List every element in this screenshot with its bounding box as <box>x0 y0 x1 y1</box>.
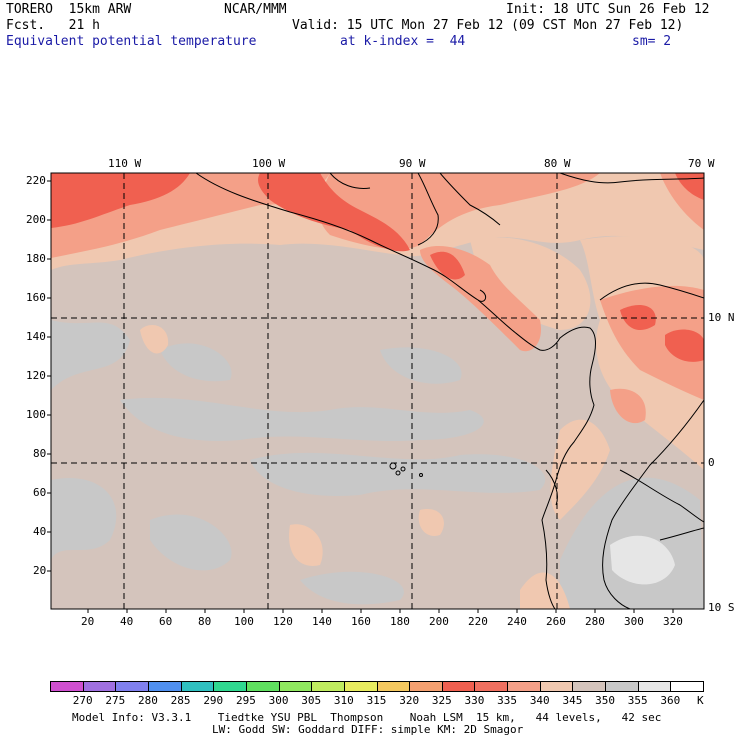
colorbar-swatch <box>441 681 476 692</box>
y-label: 140 <box>26 330 46 343</box>
colorbar-label: 290 <box>203 694 224 707</box>
x-label: 60 <box>159 615 173 628</box>
x-label: 300 <box>624 615 644 628</box>
colorbar-label: 335 <box>497 694 518 707</box>
colorbar-swatch <box>213 681 247 692</box>
theta-e-field <box>51 173 704 609</box>
colorbar-swatch <box>180 681 215 692</box>
x-label: 80 <box>198 615 212 628</box>
field-name: Equivalent potential temperature <box>6 34 257 49</box>
colorbar-label: 300 <box>268 694 289 707</box>
model-name: TORERO 15km ARW <box>6 2 132 17</box>
axis-ticks <box>47 180 674 613</box>
colorbar-label: 285 <box>170 694 191 707</box>
colorbar-swatch <box>409 681 443 692</box>
level-info: at k-index = 44 <box>340 34 466 49</box>
model-info-line1: Model Info: V3.3.1 Tiedtke YSU PBL Thomp… <box>72 711 662 724</box>
colorbar-label: 340 <box>529 694 550 707</box>
colorbar-label: 305 <box>301 694 322 707</box>
colorbar-label: 295 <box>235 694 256 707</box>
x-label: 40 <box>120 615 134 628</box>
x-label: 200 <box>429 615 449 628</box>
colorbar-swatch <box>670 681 704 692</box>
y-label: 40 <box>33 525 47 538</box>
map-frame <box>50 172 705 610</box>
colorbar-swatch <box>572 681 607 692</box>
lon-label-90w: 90 W <box>399 157 426 170</box>
colorbar-swatch <box>147 681 182 692</box>
colorbar-label: 315 <box>366 694 387 707</box>
colorbar-swatch <box>474 681 509 692</box>
lon-label-70w: 70 W <box>688 157 715 170</box>
lat-label-10n: 10 N <box>708 311 735 324</box>
y-label: 20 <box>33 564 47 577</box>
colorbar-label: 270 <box>72 694 93 707</box>
colorbar-swatch <box>245 681 280 692</box>
x-label: 240 <box>507 615 527 628</box>
x-label: 120 <box>273 615 293 628</box>
colorbar-swatch <box>605 681 639 692</box>
x-label: 180 <box>390 615 410 628</box>
x-label: 320 <box>663 615 683 628</box>
colorbar-label: 350 <box>595 694 615 707</box>
field-350-patches <box>51 320 704 609</box>
colorbar-swatch <box>507 681 541 692</box>
y-label: 180 <box>26 252 46 265</box>
colorbar-swatch <box>278 681 313 692</box>
field-355-patches <box>610 535 675 585</box>
y-label: 120 <box>26 369 46 382</box>
colorbar-swatch <box>311 681 345 692</box>
colorbar-swatch <box>343 681 378 692</box>
colorbar-unit: K <box>697 694 704 707</box>
y-label: 100 <box>26 408 46 421</box>
y-label: 200 <box>26 213 46 226</box>
colorbar-label: 280 <box>138 694 158 707</box>
colorbar-label: 310 <box>333 694 354 707</box>
colorbar-label: 325 <box>431 694 452 707</box>
forecast-hour: Fcst. 21 h <box>6 18 100 33</box>
colorbar-swatch <box>115 681 149 692</box>
colorbar-swatch <box>50 681 84 692</box>
lat-lon-grid <box>51 173 704 609</box>
x-label: 100 <box>234 615 254 628</box>
colorbar-label: 275 <box>105 694 126 707</box>
x-label: 140 <box>312 615 332 628</box>
colorbar-label: 360 <box>660 694 681 707</box>
coastlines <box>195 173 704 609</box>
y-label: 160 <box>26 291 46 304</box>
lat-label-10s: 10 S <box>708 601 735 614</box>
center-name: NCAR/MMM <box>224 2 287 17</box>
colorbar-swatch <box>376 681 411 692</box>
colorbar-label: 330 <box>464 694 485 707</box>
colorbar-label: 345 <box>562 694 583 707</box>
lon-label-80w: 80 W <box>544 157 571 170</box>
x-label: 160 <box>351 615 371 628</box>
lon-label-100w: 100 W <box>252 157 286 170</box>
y-label: 60 <box>33 486 47 499</box>
init-time: Init: 18 UTC Sun 26 Feb 12 <box>506 2 710 17</box>
y-label: 80 <box>33 447 47 460</box>
colorbar-swatch <box>637 681 672 692</box>
y-label: 220 <box>26 174 46 187</box>
smoothing-info: sm= 2 <box>632 34 672 49</box>
field-330-patches <box>51 173 704 362</box>
colorbar-label: 320 <box>399 694 420 707</box>
model-info-line2: LW: Godd SW: Goddard DIFF: simple KM: 2D… <box>212 723 524 736</box>
x-label: 280 <box>585 615 605 628</box>
lat-label-0: 0 <box>708 456 715 469</box>
colorbar-label: 355 <box>627 694 648 707</box>
lon-label-110w: 110 W <box>108 157 142 170</box>
colorbar-swatch <box>82 681 117 692</box>
x-label: 220 <box>468 615 488 628</box>
colorbar-swatch <box>539 681 574 692</box>
valid-time: Valid: 15 UTC Mon 27 Feb 12 (09 CST Mon … <box>292 18 684 33</box>
x-label: 20 <box>81 615 95 628</box>
x-label: 260 <box>546 615 566 628</box>
